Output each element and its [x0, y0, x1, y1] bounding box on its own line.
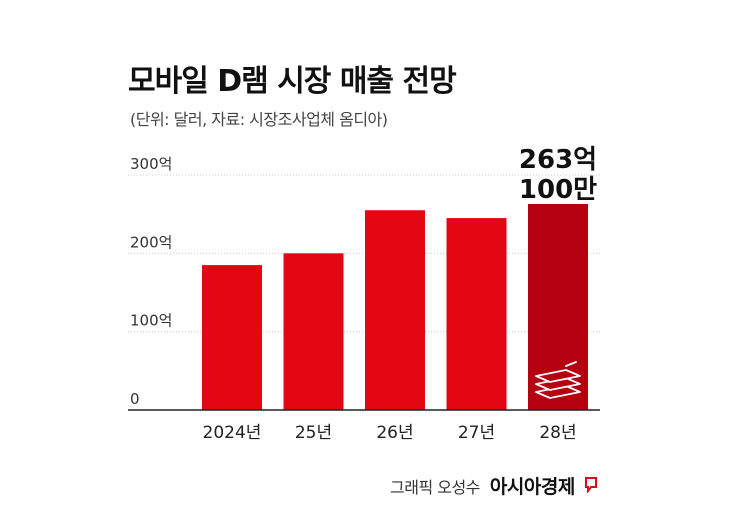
brand-mark-icon [584, 477, 597, 493]
y-tick-label: 300억 [130, 155, 172, 173]
bar [365, 210, 425, 410]
y-tick-label: 100억 [130, 312, 172, 330]
y-tick-label: 200억 [130, 233, 172, 251]
x-tick-label: 2024년 [203, 423, 262, 443]
credit-author: 그래픽 오성수 [390, 478, 480, 497]
y-tick-label: 0 [130, 390, 140, 408]
data-label-line1: 263억 [519, 145, 597, 175]
icon-layer [535, 361, 581, 399]
x-tick-label: 27년 [458, 423, 495, 443]
bar-layer [202, 203, 588, 410]
chart-subtitle: (단위: 달러, 자료: 시장조사업체 옴디아) [130, 110, 388, 129]
data-label-line2: 100만 [519, 175, 597, 205]
bar [446, 218, 507, 410]
x-tick-label: 26년 [376, 423, 413, 443]
chart-title: 모바일 D램 시장 매출 전망 [128, 64, 457, 99]
money-stack-icon [535, 361, 581, 399]
credit-line: 그래픽 오성수 아시아경제 [390, 472, 597, 499]
bar [283, 253, 344, 410]
x-tick-label: 28년 [539, 423, 576, 443]
x-tick-label: 25년 [295, 423, 332, 443]
credit-brand: 아시아경제 [489, 476, 575, 498]
bar [202, 265, 262, 410]
money-band [565, 361, 577, 367]
money-bill [535, 369, 581, 383]
